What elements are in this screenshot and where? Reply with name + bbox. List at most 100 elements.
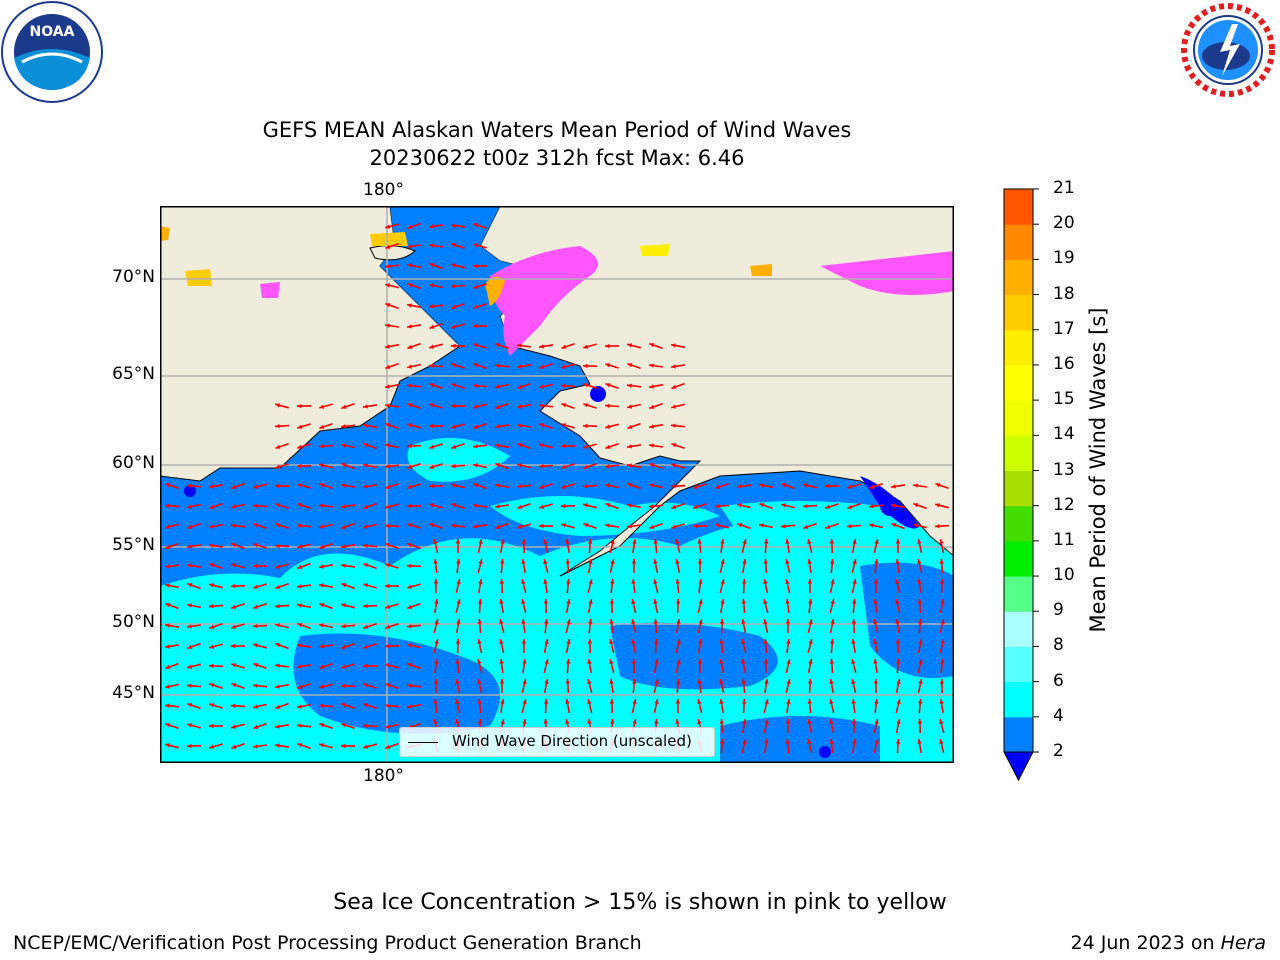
wave-direction-arrowhead <box>566 659 571 664</box>
wave-direction-arrowhead <box>385 303 391 308</box>
wave-direction-arrowhead <box>671 423 676 428</box>
wave-direction-arrowhead <box>561 484 567 489</box>
wave-direction-arrowhead <box>627 463 632 468</box>
wave-direction-arrowhead <box>319 463 325 468</box>
wave-direction-arrowhead <box>209 504 215 509</box>
wave-direction-arrowhead <box>896 719 901 724</box>
wave-direction-arrowhead <box>649 424 654 429</box>
footer-credit: NCEP/EMC/Verification Post Processing Pr… <box>13 932 642 954</box>
wave-direction-arrowhead <box>451 403 456 409</box>
colorbar-segment <box>1004 435 1033 471</box>
wave-direction-arrowhead <box>429 344 435 349</box>
wave-direction-arrowhead <box>451 383 457 388</box>
wave-direction-arrowhead <box>940 659 945 664</box>
wave-direction-arrowhead <box>517 463 523 468</box>
wave-direction-arrowhead <box>654 639 659 644</box>
wave-direction-arrowhead <box>209 624 215 629</box>
wave-direction-arrowhead <box>209 644 215 649</box>
wave-direction-arrowhead <box>473 323 478 329</box>
wave-direction-arrowhead <box>698 619 703 625</box>
colorbar-segment <box>1004 611 1033 647</box>
wave-direction-arrowhead <box>539 364 545 369</box>
wave-direction-arrowhead <box>385 604 391 609</box>
lat-label-50n: 50°N <box>112 612 155 632</box>
wave-direction-arrowhead <box>939 539 944 544</box>
wave-direction-arrowhead <box>720 559 725 565</box>
noaa-logo: NOAA <box>0 0 104 104</box>
colorbar-tick-label: 15 <box>1053 389 1075 410</box>
sea-ice <box>160 226 954 356</box>
lat-label-60n: 60°N <box>112 453 155 473</box>
wave-direction-arrowhead <box>473 243 479 248</box>
wave-direction-arrowhead <box>895 599 900 605</box>
wave-direction-arrowhead <box>456 599 461 605</box>
wave-direction-arrowhead <box>407 683 412 688</box>
wave-direction-arrowhead <box>561 523 567 528</box>
wave-direction-arrowhead <box>187 664 193 669</box>
wave-direction-arrowhead <box>363 624 369 629</box>
wave-direction-arrowhead <box>451 263 457 268</box>
wave-period-below-2s <box>184 386 920 758</box>
wave-direction-arrowhead <box>588 579 593 585</box>
wave-direction-arrowhead <box>830 579 835 584</box>
wave-direction-arrowhead <box>429 464 435 469</box>
wave-direction-arrowhead <box>587 639 593 644</box>
wave-direction-arrowhead <box>499 659 504 664</box>
wave-direction-arrowhead <box>253 563 258 569</box>
wave-direction-arrowhead <box>847 484 853 489</box>
wave-direction-arrowhead <box>517 384 523 389</box>
wave-direction-arrowhead <box>913 503 919 508</box>
wave-direction-arrowhead <box>940 639 945 644</box>
wave-direction-arrowhead <box>297 544 303 549</box>
colorbar-tick-label: 11 <box>1053 529 1075 550</box>
wave-direction-arrowhead <box>165 684 170 689</box>
wave-direction-arrowhead <box>297 603 302 608</box>
wave-direction-arrowhead <box>165 703 170 708</box>
wave-direction-arrowhead <box>517 343 522 348</box>
wave-direction-arrowhead <box>825 483 830 489</box>
wave-direction-arrowhead <box>319 644 324 649</box>
wave-direction-arrowhead <box>720 539 725 544</box>
wave-direction-arrowhead <box>297 523 302 528</box>
wave-direction-arrowhead <box>363 603 368 609</box>
wave-direction-arrowhead <box>165 564 170 569</box>
wave-direction-arrowhead <box>605 363 611 368</box>
wave-direction-arrowhead <box>500 719 505 725</box>
wave-direction-arrowhead <box>737 484 742 489</box>
wave-direction-arrowhead <box>698 599 703 605</box>
wave-direction-arrowhead <box>851 639 856 644</box>
wave-direction-arrowhead <box>588 559 593 564</box>
wave-direction-arrowhead <box>456 579 461 585</box>
wave-direction-arrowhead <box>719 719 724 724</box>
wave-direction-arrowhead <box>231 744 237 749</box>
wave-direction-arrowhead <box>561 383 566 388</box>
wave-direction-arrowhead <box>253 744 258 749</box>
wave-direction-arrowhead <box>609 639 614 645</box>
wave-direction-arrowhead <box>253 543 259 548</box>
wave-direction-arrowhead <box>385 384 390 389</box>
wave-direction-arrowhead <box>829 719 834 724</box>
wave-direction-arrowhead <box>697 539 702 544</box>
wave-direction-arrowhead <box>297 584 302 589</box>
wave-direction-arrowhead <box>341 463 347 468</box>
wave-direction-arrowhead <box>385 523 390 528</box>
wave-direction-arrowhead <box>895 619 900 624</box>
wave-direction-arrowhead <box>561 464 567 469</box>
wave-direction-arrowhead <box>231 663 237 668</box>
wave-direction-arrowhead <box>477 719 483 724</box>
wave-direction-arrowhead <box>676 639 681 645</box>
wave-direction-arrowhead <box>473 524 478 529</box>
wave-direction-arrowhead <box>939 719 944 725</box>
wave-direction-arrowhead <box>275 403 281 408</box>
wave-direction-arrowhead <box>165 524 171 529</box>
wave-direction-arrowhead <box>429 383 435 388</box>
colorbar-tick-label: 19 <box>1053 248 1075 269</box>
wave-direction-arrowhead <box>676 619 681 624</box>
wave-direction-arrowhead <box>605 464 610 469</box>
wave-direction-arrowhead <box>209 563 215 568</box>
wave-direction-arrowhead <box>341 483 346 488</box>
wave-direction-arrowhead <box>720 599 725 604</box>
wave-direction-arrowhead <box>209 683 215 688</box>
wave-direction-arrowhead <box>741 659 746 664</box>
wave-direction-arrowhead <box>874 539 879 545</box>
